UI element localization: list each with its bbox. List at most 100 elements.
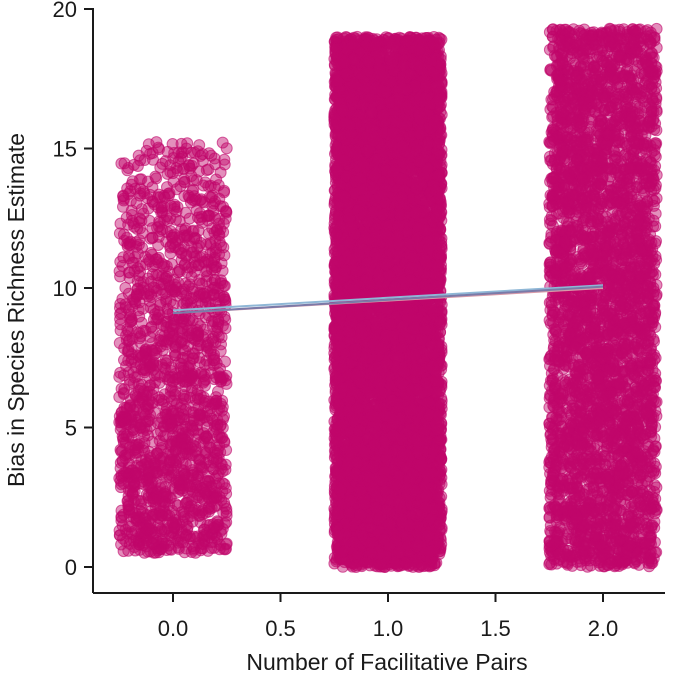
data-point <box>196 492 209 505</box>
data-point <box>115 306 128 319</box>
data-point <box>124 194 137 207</box>
data-point <box>147 313 160 326</box>
data-point <box>140 457 153 470</box>
data-point <box>167 407 180 420</box>
data-point <box>220 506 233 519</box>
data-point <box>191 388 203 401</box>
data-point <box>130 416 143 429</box>
data-point <box>155 412 168 424</box>
data-point <box>190 232 203 245</box>
data-point <box>188 256 201 269</box>
data-point <box>208 181 221 194</box>
data-point <box>155 425 167 438</box>
data-point <box>205 263 218 276</box>
data-point <box>196 148 209 161</box>
data-point <box>118 157 131 170</box>
data-point <box>160 488 172 501</box>
data-point <box>115 406 128 419</box>
data-point <box>160 338 173 351</box>
data-point <box>191 297 204 310</box>
data-point <box>202 227 215 240</box>
data-point <box>200 164 213 177</box>
data-point <box>121 495 134 508</box>
data-point <box>203 505 215 518</box>
data-points <box>113 22 663 573</box>
data-point <box>155 358 168 371</box>
data-point <box>214 223 227 236</box>
data-point <box>165 469 178 482</box>
data-point <box>133 332 146 345</box>
data-point <box>167 298 180 311</box>
data-point <box>115 511 128 524</box>
data-point <box>216 431 229 444</box>
data-point <box>150 447 163 460</box>
data-point <box>168 521 181 534</box>
data-point <box>163 373 176 386</box>
data-point <box>204 402 217 415</box>
data-point <box>169 388 182 401</box>
data-point <box>123 378 136 391</box>
data-point <box>216 136 229 149</box>
data-point <box>134 477 146 490</box>
data-point <box>199 329 212 342</box>
data-point <box>113 265 126 278</box>
data-point <box>186 515 199 528</box>
data-point <box>176 334 189 347</box>
data-point <box>207 289 220 302</box>
data-point <box>175 147 188 160</box>
data-point <box>114 474 127 487</box>
data-point <box>157 261 170 274</box>
data-point <box>124 238 137 251</box>
data-point <box>152 230 165 243</box>
data-point <box>201 432 214 445</box>
data-point <box>122 447 135 460</box>
data-point <box>216 394 229 407</box>
data-point <box>211 444 224 457</box>
data-point <box>210 371 223 384</box>
data-point <box>123 266 136 279</box>
data-point <box>122 343 135 356</box>
data-point <box>167 231 180 244</box>
data-point <box>179 458 192 471</box>
data-point <box>166 138 179 150</box>
data-point <box>169 444 182 457</box>
data-point <box>164 543 176 556</box>
data-point <box>133 396 146 409</box>
data-point <box>168 278 181 291</box>
data-point <box>136 506 149 519</box>
data-point <box>146 325 159 338</box>
data-point <box>212 467 225 480</box>
data-point <box>172 243 185 256</box>
data-point <box>146 344 159 357</box>
data-point <box>131 275 144 288</box>
data-point <box>213 192 226 205</box>
data-point <box>154 459 167 472</box>
data-point <box>123 252 136 265</box>
data-point <box>164 319 177 332</box>
data-point <box>200 480 213 493</box>
data-point <box>185 546 198 558</box>
data-point <box>201 519 214 532</box>
data-point <box>199 446 212 459</box>
data-point <box>118 354 130 366</box>
data-point <box>195 210 208 223</box>
data-point <box>195 366 208 379</box>
data-point <box>185 500 198 512</box>
data-point <box>136 349 149 362</box>
data-point <box>216 264 229 277</box>
data-point <box>187 157 200 170</box>
data-point <box>171 499 184 512</box>
data-point <box>209 324 222 337</box>
data-point <box>220 205 233 218</box>
point-group-0 <box>113 136 233 559</box>
data-point <box>214 418 227 431</box>
data-point <box>178 259 191 271</box>
data-point <box>214 166 227 179</box>
data-point <box>220 377 233 390</box>
data-point <box>195 461 208 474</box>
data-point <box>187 352 200 365</box>
data-point <box>190 193 202 205</box>
data-point <box>213 236 226 248</box>
data-point <box>159 155 172 168</box>
